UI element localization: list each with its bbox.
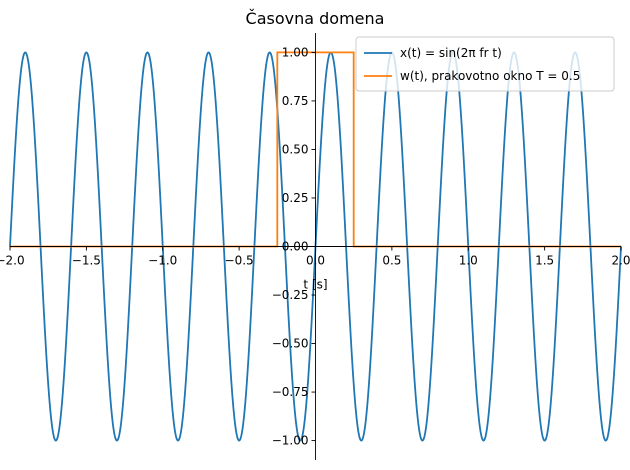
y-tick-label: −1.00 — [272, 434, 309, 448]
x-tick-label: 1.5 — [535, 254, 554, 268]
x-tick-label: −1.5 — [72, 254, 101, 268]
x-tick-label: −0.5 — [225, 254, 254, 268]
x-tick-label: 1.0 — [459, 254, 478, 268]
legend-frame — [355, 36, 615, 92]
y-tick-label: 0.75 — [282, 94, 309, 108]
y-tick-label: −0.25 — [272, 288, 309, 302]
x-tick-label: 2.0 — [611, 254, 630, 268]
legend: x(t) = sin(2π fr t) w(t), prakovotno okno… — [355, 36, 615, 92]
y-tick-label: 0.50 — [282, 142, 309, 156]
x-axis-label: t [s] — [303, 278, 327, 292]
x-tick-label: −1.0 — [148, 254, 177, 268]
y-tick-label: −0.50 — [272, 337, 309, 351]
x-tick-label: 0.5 — [382, 254, 401, 268]
y-tick-label: 1.00 — [282, 45, 309, 59]
y-tick-label: −0.75 — [272, 385, 309, 399]
chart-title: Časovna domena — [246, 9, 385, 28]
legend-entry-label: w(t), prakovotno okno T = 0.5 — [400, 69, 580, 83]
y-tick-label: 0.25 — [282, 191, 309, 205]
legend-entry-label: x(t) = sin(2π fr t) — [400, 46, 502, 60]
plot-area: −2.0 −1.5 −1.0 −0.5 0.0 0.5 1.0 1.5 2.0 −1.00 −0.7… — [0, 33, 630, 460]
x-tick-label: −2.0 — [0, 254, 25, 268]
y-tick-label: 0.00 — [282, 240, 309, 254]
x-tick-label: 0.0 — [306, 254, 325, 268]
